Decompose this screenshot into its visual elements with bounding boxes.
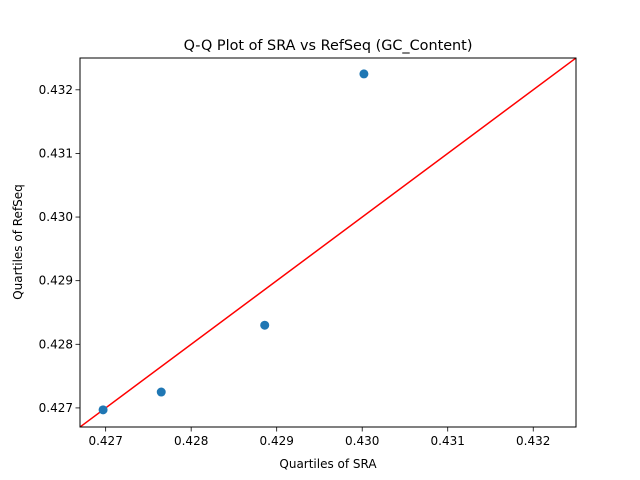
data-point bbox=[260, 320, 270, 330]
chart-title: Q-Q Plot of SRA vs RefSeq (GC_Content) bbox=[184, 38, 473, 54]
x-axis-ticks: 0.427 0.428 0.429 0.430 0.431 0.432 bbox=[88, 427, 550, 448]
x-tick-label: 0.430 bbox=[345, 434, 379, 448]
x-tick-label: 0.429 bbox=[260, 434, 294, 448]
x-tick-label: 0.428 bbox=[174, 434, 208, 448]
reference-line-layer bbox=[80, 58, 576, 427]
y-tick-label: 0.427 bbox=[39, 401, 73, 415]
y-tick-label: 0.430 bbox=[39, 210, 73, 224]
reference-line bbox=[80, 58, 576, 427]
data-point bbox=[98, 405, 108, 415]
data-point bbox=[156, 387, 166, 397]
x-axis-label: Quartiles of SRA bbox=[279, 457, 377, 471]
y-tick-label: 0.432 bbox=[39, 83, 73, 97]
y-tick-label: 0.429 bbox=[39, 274, 73, 288]
y-tick-label: 0.428 bbox=[39, 337, 73, 351]
x-tick-label: 0.431 bbox=[431, 434, 465, 448]
data-point bbox=[359, 69, 369, 79]
y-tick-label: 0.431 bbox=[39, 146, 73, 160]
x-tick-label: 0.427 bbox=[88, 434, 122, 448]
plot-area-frame bbox=[79, 57, 577, 428]
points-layer bbox=[98, 69, 369, 415]
y-axis-ticks: 0.427 0.428 0.429 0.430 0.431 0.432 bbox=[39, 83, 80, 415]
x-tick-label: 0.432 bbox=[516, 434, 550, 448]
y-axis-label: Quartiles of RefSeq bbox=[11, 184, 25, 300]
